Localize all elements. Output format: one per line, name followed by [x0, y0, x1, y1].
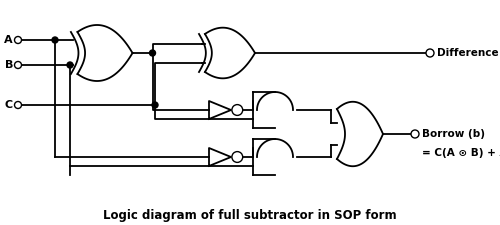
Circle shape [14, 61, 21, 68]
Circle shape [411, 130, 419, 138]
Circle shape [426, 49, 434, 57]
Text: Logic diagram of full subtractor in SOP form: Logic diagram of full subtractor in SOP … [103, 209, 397, 221]
Circle shape [14, 101, 21, 108]
Text: A: A [4, 35, 13, 45]
Circle shape [52, 37, 58, 43]
Circle shape [14, 36, 21, 43]
Text: Difference (d): Difference (d) [437, 48, 500, 58]
Text: = C(A ⊙ B) + ĀB: = C(A ⊙ B) + ĀB [422, 146, 500, 158]
Text: B: B [4, 60, 13, 70]
Text: Borrow (b): Borrow (b) [422, 129, 485, 139]
Circle shape [67, 62, 73, 68]
Circle shape [150, 50, 156, 56]
Circle shape [232, 152, 242, 162]
Text: C: C [5, 100, 13, 110]
Circle shape [232, 105, 242, 115]
Circle shape [152, 102, 158, 108]
